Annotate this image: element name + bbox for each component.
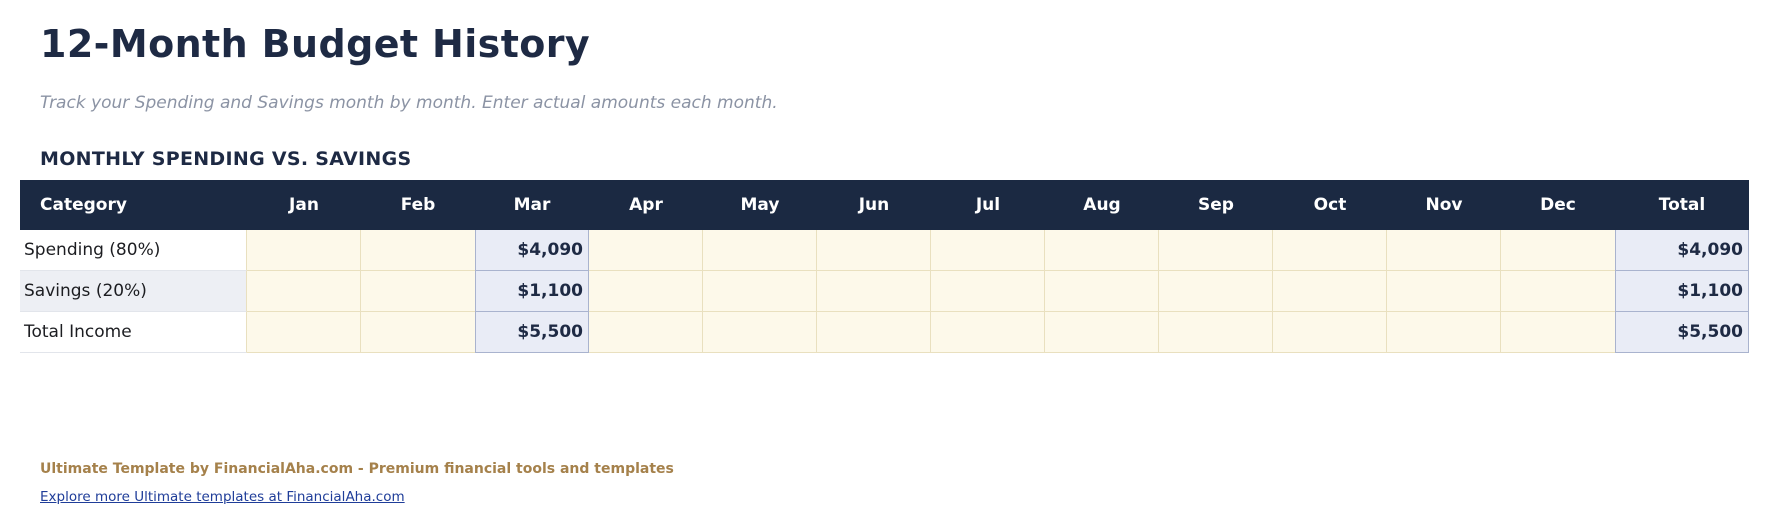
- cell-aug[interactable]: [1045, 312, 1159, 353]
- cell-feb[interactable]: [361, 312, 475, 353]
- cell-jan[interactable]: [247, 312, 361, 353]
- col-header-nov: Nov: [1387, 180, 1501, 230]
- col-header-aug: Aug: [1045, 180, 1159, 230]
- table-row-savings: Savings (20%) $1,100 $1,100: [20, 271, 1749, 312]
- cell-aug[interactable]: [1045, 230, 1159, 271]
- cell-jan[interactable]: [247, 271, 361, 312]
- cell-oct[interactable]: [1273, 271, 1387, 312]
- col-header-sep: Sep: [1159, 180, 1273, 230]
- cell-dec[interactable]: [1501, 312, 1615, 353]
- section-heading: MONTHLY SPENDING VS. SAVINGS: [40, 148, 412, 170]
- table-row-total-income: Total Income $5,500 $5,500: [20, 312, 1749, 353]
- col-header-jan: Jan: [247, 180, 361, 230]
- cell-jul[interactable]: [931, 230, 1045, 271]
- cell-mar-value[interactable]: $5,500: [475, 312, 589, 353]
- cell-apr[interactable]: [589, 271, 703, 312]
- cell-total-value: $4,090: [1615, 230, 1749, 271]
- page-subtitle: Track your Spending and Savings month by…: [40, 93, 778, 113]
- col-header-oct: Oct: [1273, 180, 1387, 230]
- cell-may[interactable]: [703, 312, 817, 353]
- col-header-dec: Dec: [1501, 180, 1615, 230]
- cell-nov[interactable]: [1387, 230, 1501, 271]
- cell-may[interactable]: [703, 271, 817, 312]
- cell-nov[interactable]: [1387, 312, 1501, 353]
- cell-jul[interactable]: [931, 271, 1045, 312]
- cell-sep[interactable]: [1159, 230, 1273, 271]
- category-cell: Spending (80%): [20, 230, 247, 271]
- page-title: 12-Month Budget History: [40, 22, 591, 66]
- cell-jun[interactable]: [817, 230, 931, 271]
- cell-apr[interactable]: [589, 230, 703, 271]
- cell-jan[interactable]: [247, 230, 361, 271]
- cell-dec[interactable]: [1501, 271, 1615, 312]
- cell-dec[interactable]: [1501, 230, 1615, 271]
- cell-oct[interactable]: [1273, 312, 1387, 353]
- cell-total-value: $5,500: [1615, 312, 1749, 353]
- cell-jul[interactable]: [931, 312, 1045, 353]
- cell-feb[interactable]: [361, 271, 475, 312]
- cell-apr[interactable]: [589, 312, 703, 353]
- col-header-jul: Jul: [931, 180, 1045, 230]
- cell-mar-value[interactable]: $1,100: [475, 271, 589, 312]
- cell-total-value: $1,100: [1615, 271, 1749, 312]
- footer-credit: Ultimate Template by FinancialAha.com - …: [40, 461, 674, 477]
- cell-jun[interactable]: [817, 271, 931, 312]
- col-header-feb: Feb: [361, 180, 475, 230]
- cell-sep[interactable]: [1159, 312, 1273, 353]
- cell-nov[interactable]: [1387, 271, 1501, 312]
- col-header-total: Total: [1615, 180, 1749, 230]
- col-header-apr: Apr: [589, 180, 703, 230]
- col-header-category: Category: [20, 180, 247, 230]
- cell-mar-value[interactable]: $4,090: [475, 230, 589, 271]
- cell-oct[interactable]: [1273, 230, 1387, 271]
- col-header-jun: Jun: [817, 180, 931, 230]
- cell-jun[interactable]: [817, 312, 931, 353]
- footer-link[interactable]: Explore more Ultimate templates at Finan…: [40, 489, 405, 505]
- category-cell: Savings (20%): [20, 271, 247, 312]
- category-cell: Total Income: [20, 312, 247, 353]
- cell-may[interactable]: [703, 230, 817, 271]
- cell-sep[interactable]: [1159, 271, 1273, 312]
- table-header-row: Category Jan Feb Mar Apr May Jun Jul Aug…: [20, 180, 1749, 230]
- page-footer: Ultimate Template by FinancialAha.com - …: [20, 461, 1749, 505]
- col-header-may: May: [703, 180, 817, 230]
- cell-aug[interactable]: [1045, 271, 1159, 312]
- col-header-mar: Mar: [475, 180, 589, 230]
- table-row-spending: Spending (80%) $4,090 $4,090: [20, 230, 1749, 271]
- cell-feb[interactable]: [361, 230, 475, 271]
- budget-table: Category Jan Feb Mar Apr May Jun Jul Aug…: [20, 180, 1749, 353]
